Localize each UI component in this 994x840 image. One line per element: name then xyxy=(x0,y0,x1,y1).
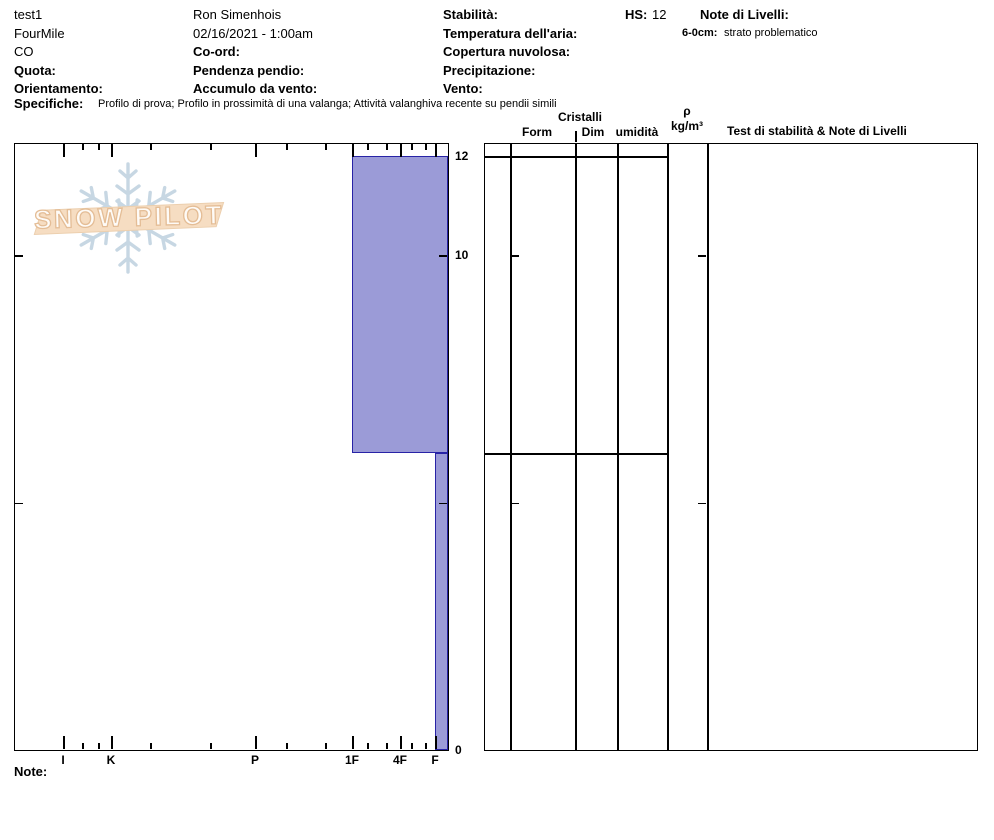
hardness-label-4F: 4F xyxy=(392,753,408,767)
hardness-major-tick-bottom xyxy=(111,736,113,749)
depth-label-0: 0 xyxy=(455,743,462,757)
hardness-minor-tick-top xyxy=(286,144,288,150)
hardness-major-tick-top xyxy=(352,144,354,157)
layer-table-frame xyxy=(484,143,978,751)
cristalli-header-divider-tick xyxy=(575,131,577,142)
logo-text: SNOW PILOT xyxy=(34,199,224,234)
col-header-cristalli: Cristalli xyxy=(557,110,603,124)
hardness-label-P: P xyxy=(250,753,260,767)
level-note-range: 6-0cm: xyxy=(682,27,718,39)
hardness-label-K: K xyxy=(106,753,116,767)
label-orientamento: Orientamento: xyxy=(14,81,103,96)
label-accumulo: Accumulo da vento: xyxy=(193,81,318,96)
hardness-minor-tick-bottom xyxy=(210,743,212,749)
depth-tick-plot-left xyxy=(15,255,23,257)
hardness-minor-tick-bottom xyxy=(425,743,427,749)
hardness-plot-frame xyxy=(14,143,449,751)
hs-value: 12 xyxy=(652,7,667,22)
col-header-stability: Test di stabilità & Note di Livelli xyxy=(727,124,907,138)
hardness-major-tick-bottom xyxy=(63,736,65,749)
state-name: CO xyxy=(14,44,34,59)
col-header-umidita: umidità xyxy=(615,125,659,139)
label-pendenza: Pendenza pendio: xyxy=(193,63,305,78)
hardness-minor-tick-top xyxy=(425,144,427,150)
label-copertura: Copertura nuvolosa: xyxy=(443,44,571,59)
hardness-minor-tick-bottom xyxy=(82,743,84,749)
label-vento: Vento: xyxy=(443,81,483,96)
col-header-rho: ρ xyxy=(683,104,691,118)
depth-tick-stability xyxy=(698,502,706,504)
layer-boundary-line-0 xyxy=(484,156,667,158)
depth-tick-table xyxy=(511,255,519,257)
logo-banner: SNOW PILOT xyxy=(33,199,225,235)
label-stabilita: Stabilità: xyxy=(443,7,498,22)
level-note-text: strato problematico xyxy=(724,27,818,39)
table-line-umidita-rho xyxy=(667,143,669,751)
snowflake-icon xyxy=(74,162,182,274)
hardness-major-tick-top xyxy=(255,144,257,157)
location-name: FourMile xyxy=(14,26,65,41)
snow-layer-bar-0 xyxy=(352,156,448,453)
hardness-minor-tick-bottom xyxy=(325,743,327,749)
depth-tick-plot-left xyxy=(15,502,23,504)
label-precipitazione: Precipitazione: xyxy=(443,63,536,78)
snow-layer-bar-1 xyxy=(435,453,448,750)
label-specifiche: Specifiche: xyxy=(14,96,84,111)
hardness-minor-tick-top xyxy=(411,144,413,150)
label-temperatura: Temperatura dell'aria: xyxy=(443,26,578,41)
layer-boundary-line-1 xyxy=(484,453,667,455)
hardness-minor-tick-top xyxy=(150,144,152,150)
depth-tick-plot-right xyxy=(439,255,447,257)
hardness-minor-tick-top xyxy=(386,144,388,150)
hardness-major-tick-top xyxy=(400,144,402,157)
label-note: Note: xyxy=(14,764,48,779)
label-note-livelli: Note di Livelli: xyxy=(700,7,789,22)
hardness-major-tick-top xyxy=(111,144,113,157)
hardness-major-tick-top xyxy=(435,144,437,157)
label-coord: Co-ord: xyxy=(193,44,240,59)
hardness-minor-tick-bottom xyxy=(286,743,288,749)
hardness-major-tick-bottom xyxy=(352,736,354,749)
table-line-rho-stability xyxy=(707,143,709,751)
hardness-major-tick-bottom xyxy=(400,736,402,749)
depth-label-12: 12 xyxy=(455,149,469,163)
hardness-minor-tick-top xyxy=(367,144,369,150)
hardness-minor-tick-bottom xyxy=(150,743,152,749)
depth-label-10: 10 xyxy=(455,248,469,262)
label-hs: HS: xyxy=(625,7,648,22)
depth-tick-plot-right xyxy=(439,502,447,504)
hardness-major-tick-bottom xyxy=(435,736,437,749)
snowpilot-logo-watermark: SNOW PILOT xyxy=(33,162,225,274)
hardness-minor-tick-top xyxy=(98,144,100,150)
hardness-minor-tick-top xyxy=(82,144,84,150)
col-header-rho-unit: kg/m³ xyxy=(670,119,704,133)
table-line-gutter-form xyxy=(510,143,512,751)
depth-tick-stability xyxy=(698,255,706,257)
hardness-major-tick-bottom xyxy=(255,736,257,749)
col-header-dim: Dim xyxy=(581,125,605,139)
hardness-label-F: F xyxy=(431,753,439,767)
hardness-minor-tick-bottom xyxy=(367,743,369,749)
table-line-form-dim xyxy=(575,143,577,751)
table-line-dim-umidita xyxy=(617,143,619,751)
hardness-minor-tick-top xyxy=(210,144,212,150)
pit-name: test1 xyxy=(14,7,43,22)
label-quota: Quota: xyxy=(14,63,56,78)
col-header-form: Form xyxy=(522,125,552,139)
hardness-label-I: I xyxy=(61,753,65,767)
hardness-minor-tick-bottom xyxy=(411,743,413,749)
depth-tick-table xyxy=(511,502,519,504)
hardness-minor-tick-top xyxy=(325,144,327,150)
hardness-major-tick-top xyxy=(63,144,65,157)
hardness-minor-tick-bottom xyxy=(98,743,100,749)
hardness-minor-tick-bottom xyxy=(386,743,388,749)
observer-name: Ron Simenhois xyxy=(193,7,282,22)
hardness-label-1F: 1F xyxy=(344,753,360,767)
date-time: 02/16/2021 - 1:00am xyxy=(193,26,313,41)
specifiche-text: Profilo di prova; Profilo in prossimità … xyxy=(98,98,557,110)
